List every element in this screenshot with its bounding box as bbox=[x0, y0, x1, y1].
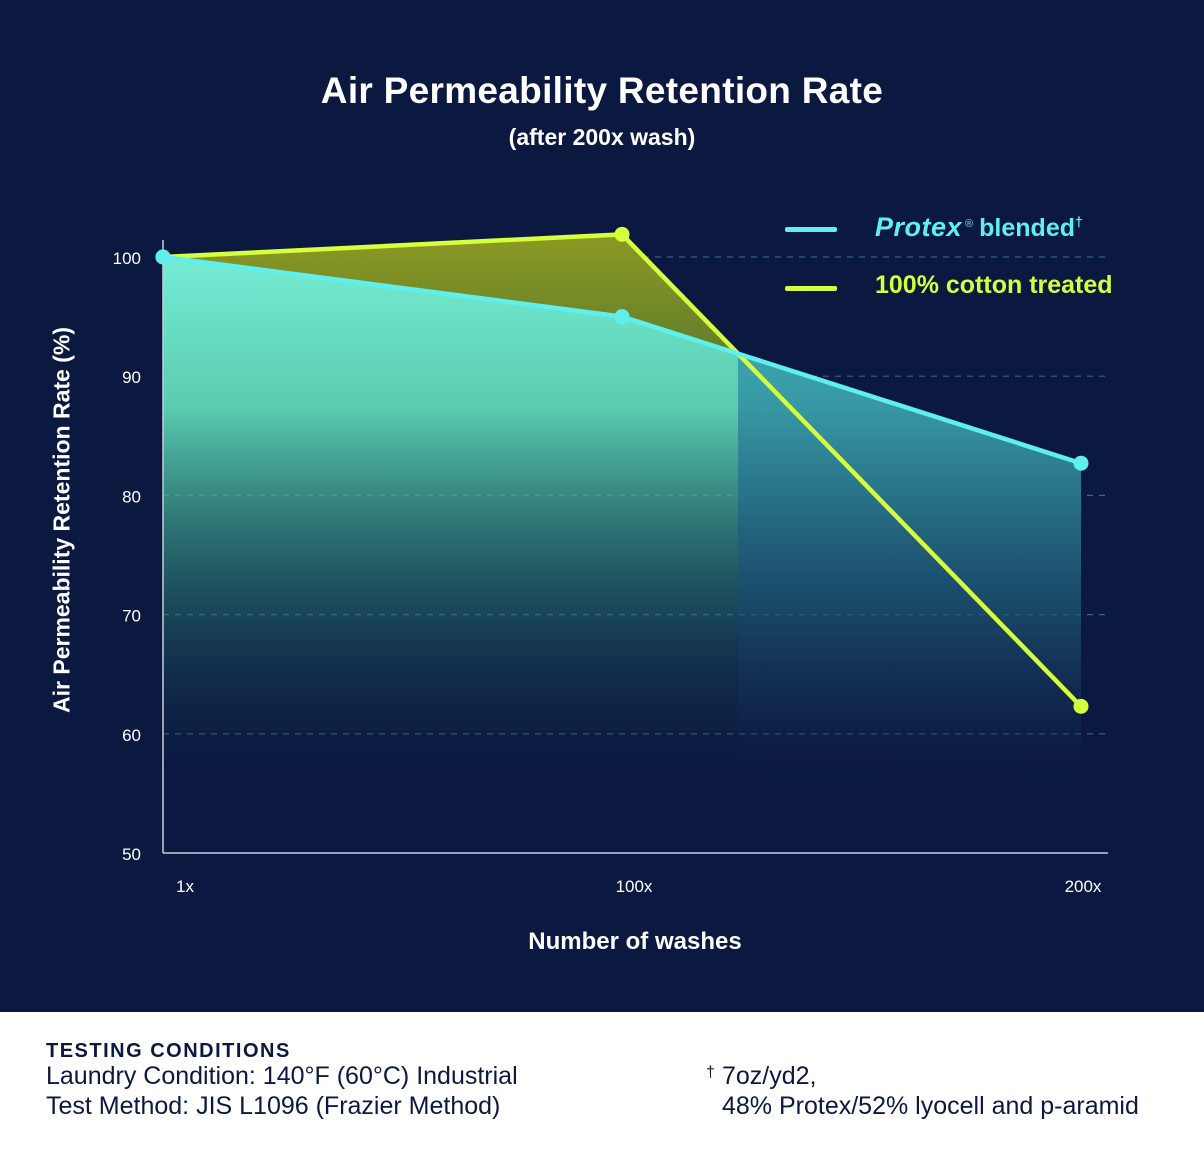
chart-panel: Air Permeability Retention Rate (after 2… bbox=[0, 0, 1204, 1012]
chart-title: Air Permeability Retention Rate bbox=[320, 70, 884, 111]
footnote-composition: 48% Protex/52% lyocell and p-aramid bbox=[722, 1092, 1139, 1120]
x-axis-label: Number of washes bbox=[528, 928, 742, 955]
y-tick-label: 50 bbox=[122, 845, 141, 864]
y-tick-label: 70 bbox=[122, 607, 141, 626]
cotton-point bbox=[614, 226, 630, 242]
testing-conditions-heading: TESTING CONDITIONS bbox=[46, 1040, 291, 1062]
laundry-condition: Laundry Condition: 140°F (60°C) Industri… bbox=[46, 1062, 518, 1090]
legend-swatch-protex bbox=[785, 227, 837, 232]
protex-advantage-area bbox=[738, 353, 1081, 794]
legend-label-blended: blended bbox=[979, 214, 1075, 242]
legend-swatch-cotton bbox=[785, 286, 837, 291]
x-tick-label: 100x bbox=[616, 877, 653, 896]
y-tick-label: 90 bbox=[122, 368, 141, 387]
x-tick-label: 1x bbox=[176, 877, 194, 896]
legend-label-cotton: 100% cotton treated bbox=[875, 271, 1113, 299]
legend-label-protex: Protex ® blended† bbox=[875, 212, 1083, 243]
protex-point bbox=[155, 249, 171, 265]
y-tick-label: 80 bbox=[122, 487, 141, 506]
chart-subtitle: (after 200x wash) bbox=[508, 124, 696, 150]
protex-point bbox=[1073, 455, 1089, 471]
line-chart: 50 60 70 80 90 100 1x 100x 200x bbox=[113, 226, 1108, 896]
footnote-mark: † bbox=[706, 1064, 715, 1081]
footnote-weight: 7oz/yd2, bbox=[722, 1062, 817, 1090]
y-axis-label: Air Permeability Retention Rate (%) bbox=[48, 327, 75, 713]
test-method: Test Method: JIS L1096 (Frazier Method) bbox=[46, 1092, 501, 1120]
registered-mark: ® bbox=[965, 217, 974, 230]
protex-point bbox=[614, 309, 630, 325]
y-tick-label: 60 bbox=[122, 726, 141, 745]
testing-conditions: TESTING CONDITIONS Laundry Condition: 14… bbox=[0, 1012, 1204, 1150]
y-tick-label: 100 bbox=[113, 249, 141, 268]
x-tick-label: 200x bbox=[1065, 877, 1102, 896]
protex-brand: Protex bbox=[875, 212, 963, 242]
cotton-point bbox=[1073, 698, 1089, 714]
dagger-mark: † bbox=[1075, 213, 1083, 230]
